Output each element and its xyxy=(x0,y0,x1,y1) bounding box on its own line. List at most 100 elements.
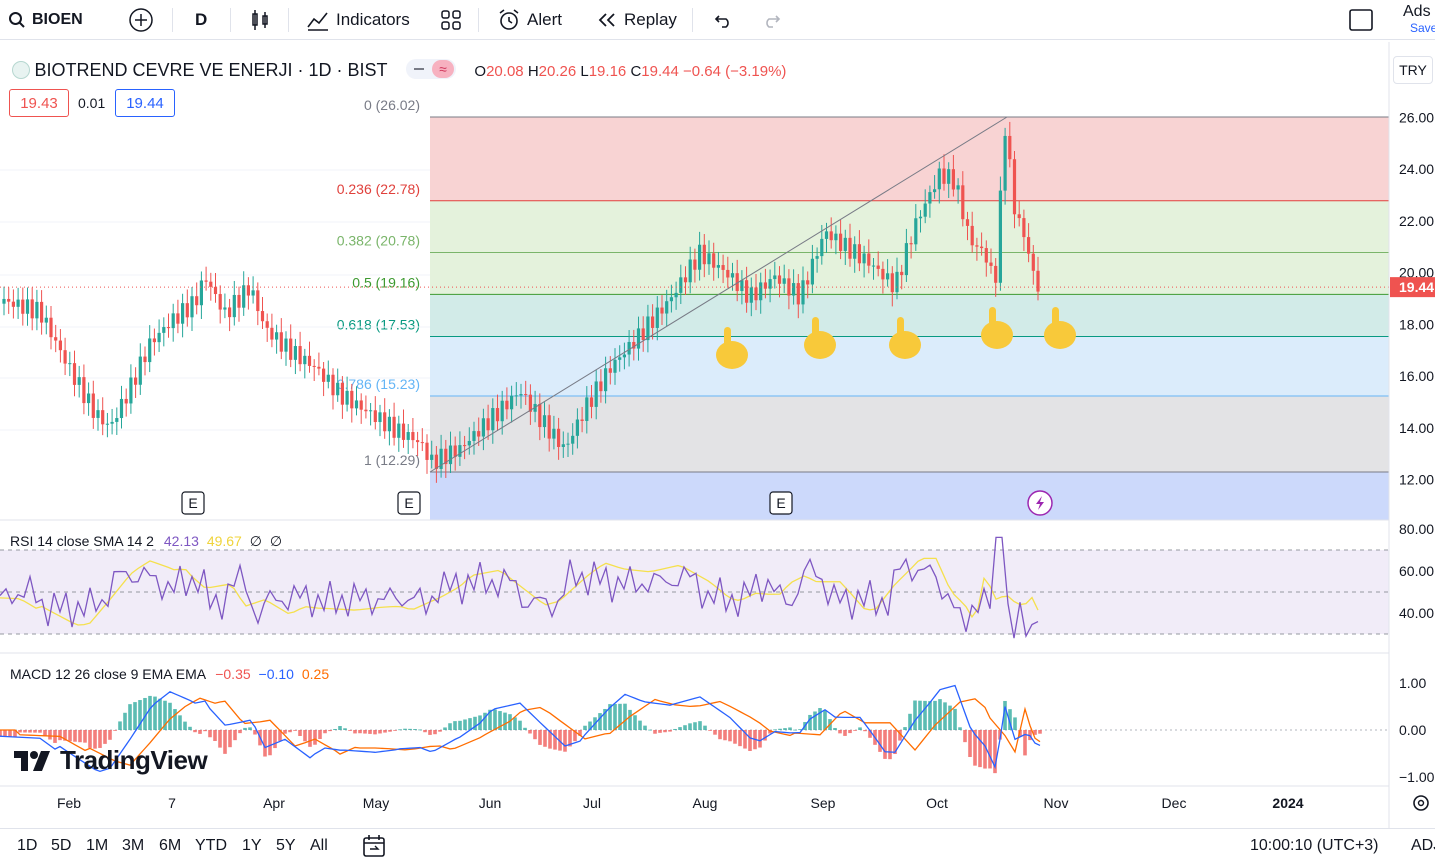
symbol-search[interactable]: BIOEN xyxy=(8,0,83,40)
macd-histogram-bar xyxy=(718,730,722,740)
candle-body xyxy=(25,299,30,314)
range-1y[interactable]: 1Y xyxy=(242,837,262,854)
macd-histogram-bar xyxy=(253,730,257,735)
candle-body xyxy=(383,412,387,432)
candle-body xyxy=(1003,135,1007,191)
macd-histogram-bar xyxy=(158,698,162,730)
clock[interactable]: 10:00:10 (UTC+3) xyxy=(1250,837,1379,854)
goto-date-button[interactable] xyxy=(362,834,386,863)
candle-body xyxy=(740,280,744,292)
macd-signal-value: 0.25 xyxy=(301,666,330,682)
range-1d[interactable]: 1D xyxy=(17,837,38,854)
candle-body xyxy=(91,393,95,418)
layouts-button[interactable] xyxy=(440,0,462,40)
candle-body xyxy=(124,398,128,404)
macd-histogram-bar xyxy=(1008,709,1012,730)
macd-histogram-bar xyxy=(728,730,732,742)
macd-histogram-bar xyxy=(503,712,507,730)
pointing-hand-icon xyxy=(981,307,1013,349)
macd-histogram-bar xyxy=(88,730,92,748)
earnings-marker: E xyxy=(181,491,205,515)
candle-body xyxy=(608,368,612,373)
macd-histogram-bar xyxy=(888,730,892,760)
time-axis-label: Nov xyxy=(1044,795,1069,811)
save-link[interactable]: Save xyxy=(1410,21,1435,35)
candle-body xyxy=(834,233,838,241)
range-1m[interactable]: 1M xyxy=(86,837,109,854)
candle-body xyxy=(397,423,401,438)
macd-histogram-bar xyxy=(533,730,537,740)
range-3m[interactable]: 3M xyxy=(122,837,145,854)
range-all[interactable]: All xyxy=(310,837,328,854)
macd-histogram-bar xyxy=(193,730,197,733)
macd-hist-value: −0.35 xyxy=(215,666,251,682)
candle-body xyxy=(171,313,175,329)
rsi-params: 14 close SMA 14 2 xyxy=(37,533,154,549)
indicators-button[interactable]: Indicators xyxy=(306,0,410,40)
macd-histogram-bar xyxy=(793,729,797,731)
candle-body xyxy=(989,262,993,266)
undo-button[interactable] xyxy=(713,0,735,40)
macd-histogram-bar xyxy=(173,709,177,730)
candle-body xyxy=(820,238,824,257)
macd-histogram-bar xyxy=(553,730,557,750)
macd-histogram-bar xyxy=(798,729,802,730)
candle-body xyxy=(763,282,767,289)
candle-body xyxy=(688,259,692,283)
macd-histogram-bar xyxy=(988,730,992,769)
macd-histogram-bar xyxy=(308,730,312,747)
buy-button[interactable]: 19.44 xyxy=(115,89,175,117)
macd-histogram-bar xyxy=(223,730,227,754)
candle-body xyxy=(636,328,641,349)
interval-button[interactable]: D xyxy=(195,10,208,29)
candles-icon xyxy=(252,10,268,30)
candle-body xyxy=(683,277,688,283)
fibonacci-retracement[interactable]: 0 (26.02) 0.236 (22.78) 0.382 (20.78) 0.5 (… xyxy=(337,97,1389,520)
macd-histogram-bar xyxy=(218,730,222,748)
macd-histogram-bar xyxy=(73,730,77,742)
chart-type-button[interactable] xyxy=(248,0,272,40)
macd-histogram-bar xyxy=(933,700,937,730)
compare-button[interactable] xyxy=(128,0,154,40)
candle-body xyxy=(105,423,109,425)
macd-histogram-bar xyxy=(13,730,17,737)
range-ytd[interactable]: YTD xyxy=(195,837,227,854)
range-5d[interactable]: 5D xyxy=(51,837,72,854)
macd-histogram-bar xyxy=(993,730,997,774)
macd-histogram-bar xyxy=(783,728,787,730)
candle-body xyxy=(862,253,866,264)
macd-histogram-bar xyxy=(1013,717,1017,730)
macd-histogram-bar xyxy=(653,730,657,734)
legend-toggle-icon[interactable]: ≈ xyxy=(405,59,456,79)
fib-label: 0.786 (15.23) xyxy=(337,376,420,392)
range-6m[interactable]: 6M xyxy=(159,837,182,854)
sell-button[interactable]: 19.43 xyxy=(9,89,69,117)
redo-button[interactable] xyxy=(760,0,782,40)
candle-body xyxy=(336,382,340,396)
square-icon xyxy=(1349,9,1373,31)
candle-body xyxy=(749,287,753,303)
replay-button[interactable]: Replay xyxy=(596,0,677,40)
alert-button[interactable]: Alert xyxy=(497,0,562,40)
macd-histogram-bar xyxy=(648,729,652,731)
candle-body xyxy=(500,400,504,422)
candle-body xyxy=(54,337,58,341)
adj-button[interactable]: ADJ xyxy=(1411,837,1435,854)
macd-histogram-bar xyxy=(473,716,477,730)
tradingview-logo[interactable]: TradingView xyxy=(14,745,208,776)
candle-body xyxy=(472,431,476,441)
macd-histogram-bar xyxy=(838,730,842,734)
candle-body xyxy=(557,428,561,447)
currency-button[interactable]: TRY xyxy=(1393,56,1433,84)
candle-body xyxy=(707,253,711,265)
fullscreen-button[interactable] xyxy=(1348,0,1374,40)
price-axis-label: 12.00 xyxy=(1399,471,1434,487)
candle-body xyxy=(63,350,67,364)
macd-histogram-bar xyxy=(233,730,237,741)
macd-histogram-bar xyxy=(688,723,692,730)
range-5y[interactable]: 5Y xyxy=(276,837,296,854)
earnings-marker-label: E xyxy=(776,495,785,511)
replay-label: Replay xyxy=(624,10,677,29)
chart-canvas[interactable]: 0 (26.02) 0.236 (22.78) 0.382 (20.78) 0.5 (… xyxy=(0,42,1435,828)
